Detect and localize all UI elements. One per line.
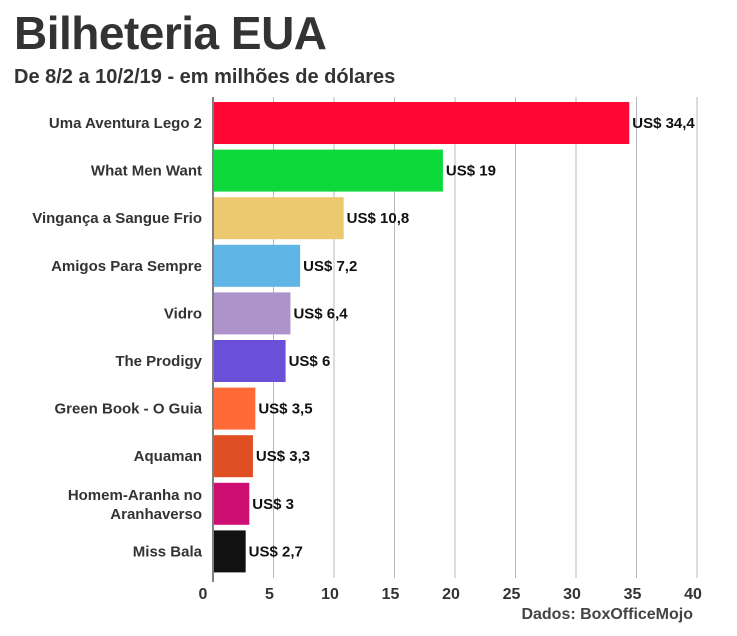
category-label: Vingança a Sangue Frio [32,210,202,227]
chart-title: Bilheteria EUA [14,7,327,59]
value-labels: US$ 34,4 US$ 19 US$ 10,8 US$ 7,2 US$ 6,4 US$ … [249,115,696,560]
x-tick-label: 25 [503,586,521,603]
bar [214,292,291,335]
value-label: US$ 6,4 [293,305,348,322]
bar [214,435,253,478]
bar [214,102,630,144]
category-label: Vidro [164,305,202,322]
bar [214,530,246,573]
bar [214,482,250,525]
value-label: US$ 19 [446,163,496,180]
category-label: Green Book - O Guia [54,401,202,418]
x-tick-label: 0 [199,586,208,603]
value-label: US$ 2,7 [249,543,303,560]
category-label: What Men Want [91,163,202,180]
value-label: US$ 3,5 [258,401,312,418]
value-label: US$ 10,8 [347,210,410,227]
chart-subtitle: De 8/2 a 10/2/19 - em milhões de dólares [14,66,396,88]
x-tick-label: 15 [382,586,400,603]
x-tick-label: 10 [321,586,339,603]
x-tick-label: 40 [684,586,702,603]
bar [214,244,301,287]
value-label: US$ 3 [252,496,294,513]
value-label: US$ 6 [289,353,331,370]
data-source: Dados: BoxOfficeMojo [521,606,693,623]
bar [214,340,286,382]
value-label: US$ 34,4 [632,115,695,132]
category-label: Amigos Para Sempre [51,258,202,275]
category-label: Uma Aventura Lego 2 [49,115,202,132]
value-label: US$ 3,3 [256,448,310,465]
x-tick-label: 20 [442,586,460,603]
x-tick-label: 30 [563,586,581,603]
bars [214,102,630,573]
category-label: Homem-Aranha no Aranhaverso [68,487,202,523]
x-axis-ticks: 0 5 10 15 20 25 30 35 40 [199,586,702,603]
x-tick-label: 35 [624,586,642,603]
bar [214,387,256,430]
bar [214,197,344,240]
category-label: Miss Bala [133,543,203,560]
bar [214,149,443,192]
x-tick-label: 5 [265,586,274,603]
value-label: US$ 7,2 [303,258,357,275]
category-label: Aquaman [134,448,202,465]
category-labels: Uma Aventura Lego 2 What Men Want Vingança… [32,115,202,560]
grid-lines [273,97,698,578]
category-label: The Prodigy [115,353,202,370]
